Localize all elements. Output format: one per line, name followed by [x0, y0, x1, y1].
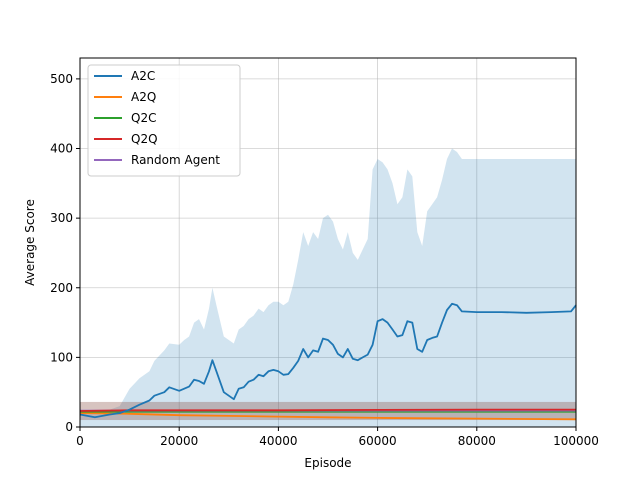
x-tick-label: 100000: [553, 434, 599, 448]
y-axis-label: Average Score: [23, 199, 37, 286]
x-tick-label: 40000: [259, 434, 297, 448]
y-tick-label: 100: [50, 350, 73, 364]
x-tick-label: 20000: [160, 434, 198, 448]
legend-label: Q2Q: [131, 132, 158, 146]
legend-label: A2Q: [131, 90, 156, 104]
legend: A2C A2Q Q2C Q2Q Random Agent: [87, 64, 241, 177]
legend-label: Random Agent: [131, 153, 220, 167]
y-tick-label: 500: [50, 72, 73, 86]
legend-label: Q2C: [131, 111, 156, 125]
x-tick-label: 80000: [458, 434, 496, 448]
x-tick-label: 60000: [359, 434, 397, 448]
series-lines: [79, 302, 577, 421]
y-tick-label: 300: [50, 211, 73, 225]
grid: [79, 58, 577, 428]
y-tick-label: 200: [50, 281, 73, 295]
a2c-band: [80, 148, 576, 427]
series-line-a2c: [79, 302, 577, 419]
x-tick-label: 0: [76, 434, 84, 448]
legend-label: A2C: [131, 69, 155, 83]
axis-ticks: 0 20000 40000 60000 80000 100000 0 100 200 300 400…: [50, 72, 599, 448]
y-tick-label: 400: [50, 142, 73, 156]
series-line-a2q: [79, 412, 577, 421]
y-tick-label: 0: [65, 420, 73, 434]
x-axis-label: Episode: [304, 456, 351, 470]
legend-box: [87, 64, 241, 177]
plot-frame: [79, 57, 577, 428]
